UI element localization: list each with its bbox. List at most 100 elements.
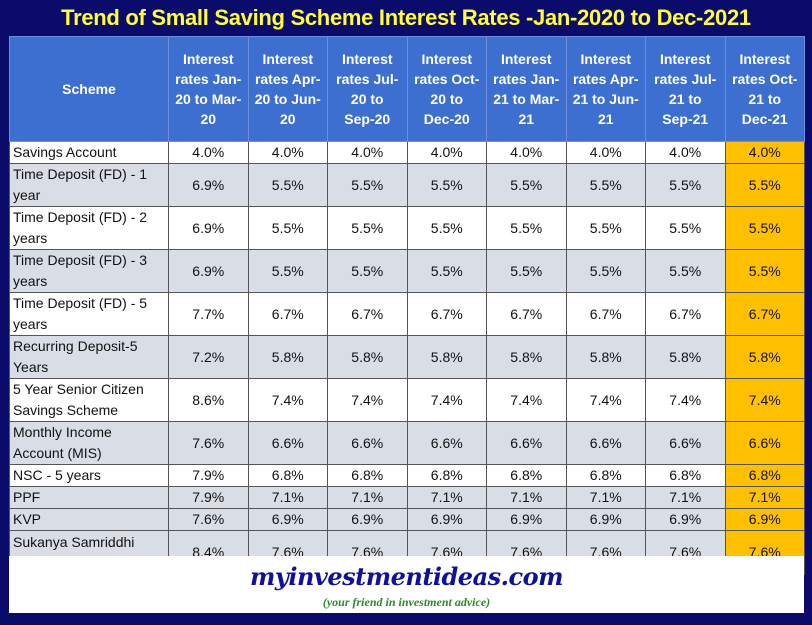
rate-cell: 6.8% — [486, 464, 567, 487]
table-row: Time Deposit (FD) - 3 years 6.9% 5.5% 5.5% 5… — [9, 249, 805, 293]
column-header-period: Interest rates Jan-21 to Mar-21 — [486, 36, 567, 142]
table-row: Time Deposit (FD) - 2 years 6.9% 5.5% 5.5% 5… — [9, 206, 805, 250]
rate-cell: 5.5% — [406, 206, 487, 250]
rate-cell: 7.9% — [168, 486, 249, 509]
rate-cell: 6.6% — [247, 421, 328, 465]
column-header-period: Interest rates Jul-21 to Sep-21 — [645, 36, 726, 142]
rate-cell: 7.4% — [406, 378, 487, 422]
rate-cell: 7.4% — [645, 378, 726, 422]
rate-cell: 6.7% — [486, 292, 567, 336]
rate-cell: 7.1% — [724, 486, 805, 509]
brand-logo-text: myinvestmentideas.com — [249, 562, 564, 591]
rate-cell: 6.8% — [724, 464, 805, 487]
rate-cell: 7.4% — [327, 378, 408, 422]
column-header-period: Interest rates Oct-21 to Dec-21 — [724, 36, 805, 142]
table-row: Savings Account 4.0% 4.0% 4.0% 4.0% 4.0% 4.0% 4… — [9, 141, 805, 164]
rate-cell: 5.5% — [724, 206, 805, 250]
rate-cell: 5.5% — [247, 249, 328, 293]
rate-cell: 7.4% — [247, 378, 328, 422]
rate-cell: 6.8% — [565, 464, 646, 487]
table-row: Monthly Income Account (MIS) 7.6% 6.6% 6.6%… — [9, 421, 805, 465]
scheme-name: Recurring Deposit-5 Years — [9, 335, 169, 379]
rate-cell: 4.0% — [406, 141, 487, 164]
column-header-period: Interest rates Apr-20 to Jun-20 — [247, 36, 328, 142]
scheme-name: 5 Year Senior Citizen Savings Scheme — [9, 378, 169, 422]
rate-cell: 6.9% — [486, 508, 567, 531]
rate-cell: 5.5% — [406, 249, 487, 293]
rate-cell: 6.9% — [406, 508, 487, 531]
scheme-name: NSC - 5 years — [9, 464, 169, 487]
rate-cell: 6.9% — [645, 508, 726, 531]
rate-cell: 6.9% — [168, 206, 249, 250]
rate-cell: 6.7% — [565, 292, 646, 336]
table-row: Time Deposit (FD) - 1 year 6.9% 5.5% 5.5% 5.… — [9, 163, 805, 207]
rate-cell: 6.8% — [645, 464, 726, 487]
rate-cell: 4.0% — [327, 141, 408, 164]
rate-cell: 4.0% — [168, 141, 249, 164]
footer: myinvestmentideas.com (your friend in in… — [9, 556, 804, 613]
table-row: Time Deposit (FD) - 5 years 7.7% 6.7% 6.7% 6… — [9, 292, 805, 336]
rate-cell: 7.1% — [247, 486, 328, 509]
rate-cell: 5.8% — [247, 335, 328, 379]
rate-cell: 5.5% — [486, 163, 567, 207]
scheme-name: Time Deposit (FD) - 3 years — [9, 249, 169, 293]
rate-cell: 7.1% — [565, 486, 646, 509]
rate-cell: 5.5% — [486, 206, 567, 250]
column-header-period: Interest rates Apr-21 to Jun-21 — [565, 36, 646, 142]
scheme-name: Time Deposit (FD) - 1 year — [9, 163, 169, 207]
rate-cell: 6.9% — [327, 508, 408, 531]
rate-cell: 5.5% — [645, 249, 726, 293]
rate-cell: 7.1% — [327, 486, 408, 509]
column-header-period: Interest rates Jul-20 to Sep-20 — [327, 36, 408, 142]
column-header-period: Interest rates Oct-20 to Dec-20 — [406, 36, 487, 142]
rate-cell: 8.6% — [168, 378, 249, 422]
rate-cell: 5.8% — [327, 335, 408, 379]
scheme-name: Monthly Income Account (MIS) — [9, 421, 169, 465]
rate-cell: 5.5% — [565, 206, 646, 250]
rate-cell: 6.7% — [247, 292, 328, 336]
rate-cell: 7.1% — [486, 486, 567, 509]
scheme-name: PPF — [9, 486, 169, 509]
rate-cell: 5.5% — [406, 163, 487, 207]
scheme-name: Time Deposit (FD) - 5 years — [9, 292, 169, 336]
rate-cell: 6.8% — [247, 464, 328, 487]
table-row: 5 Year Senior Citizen Savings Scheme 8.6%… — [9, 378, 805, 422]
rate-cell: 7.6% — [168, 508, 249, 531]
header-row: Scheme Interest rates Jan-20 to Mar-20 Int… — [9, 36, 805, 142]
rate-cell: 4.0% — [247, 141, 328, 164]
rate-cell: 4.0% — [486, 141, 567, 164]
table-row: Recurring Deposit-5 Years 7.2% 5.8% 5.8% 5.8… — [9, 335, 805, 379]
rate-cell: 6.8% — [327, 464, 408, 487]
scheme-name: Time Deposit (FD) - 2 years — [9, 206, 169, 250]
rate-cell: 6.7% — [645, 292, 726, 336]
rate-cell: 5.5% — [327, 163, 408, 207]
rate-cell: 6.7% — [724, 292, 805, 336]
rate-cell: 7.4% — [724, 378, 805, 422]
rate-cell: 6.9% — [168, 163, 249, 207]
scheme-name: KVP — [9, 508, 169, 531]
rate-cell: 6.6% — [486, 421, 567, 465]
rate-cell: 6.6% — [565, 421, 646, 465]
scheme-name: Savings Account — [9, 141, 169, 164]
rate-cell: 7.1% — [645, 486, 726, 509]
rate-cell: 5.5% — [565, 163, 646, 207]
rate-cell: 7.6% — [168, 421, 249, 465]
rate-cell: 6.9% — [565, 508, 646, 531]
rate-cell: 5.5% — [247, 206, 328, 250]
rate-cell: 5.5% — [327, 249, 408, 293]
rate-cell: 6.6% — [724, 421, 805, 465]
rate-cell: 6.6% — [645, 421, 726, 465]
rate-cell: 7.4% — [486, 378, 567, 422]
rate-cell: 6.8% — [406, 464, 487, 487]
interest-rates-table: Scheme Interest rates Jan-20 to Mar-20 Int… — [9, 36, 805, 575]
page-title: Trend of Small Saving Scheme Interest Ra… — [61, 5, 751, 30]
tagline: (your friend in investment advice) — [322, 595, 491, 609]
rate-cell: 7.1% — [406, 486, 487, 509]
rate-cell: 5.8% — [406, 335, 487, 379]
rate-cell: 6.7% — [327, 292, 408, 336]
rate-cell: 5.8% — [724, 335, 805, 379]
rate-cell: 6.9% — [724, 508, 805, 531]
rate-cell: 4.0% — [645, 141, 726, 164]
rate-cell: 7.2% — [168, 335, 249, 379]
rate-cell: 6.7% — [406, 292, 487, 336]
